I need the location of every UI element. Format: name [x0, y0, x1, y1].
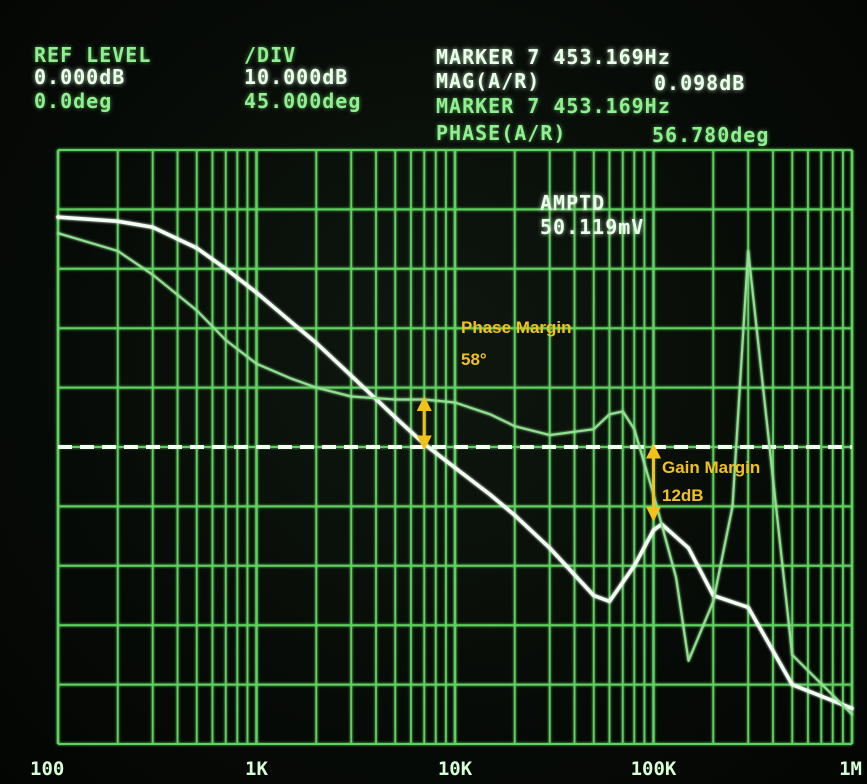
- marker-mag-line: MARKER 7 453.169Hz: [436, 45, 671, 69]
- margin-markers: [416, 395, 661, 522]
- amptd-value: 50.119mV: [540, 215, 645, 239]
- gain-margin-value: 12dB: [662, 486, 704, 505]
- x-tick-labels: 100 1K 10K 100K 1M: [30, 758, 862, 780]
- ref-level-phase: 0.0deg: [34, 89, 113, 113]
- traces: [56, 215, 854, 716]
- x-tick-label: 100: [30, 758, 64, 780]
- x-tick-label: 1K: [245, 758, 268, 780]
- phase-margin-label: Phase Margin: [461, 318, 572, 337]
- ref-level-mag: 0.000dB: [34, 65, 126, 89]
- phase-label: PHASE(A/R): [436, 121, 567, 145]
- div-mag: 10.000dB: [244, 65, 349, 89]
- marker-phase-line: MARKER 7 453.169Hz: [436, 94, 671, 118]
- magnitude-trace: [56, 215, 854, 711]
- x-tick-label: 100K: [631, 758, 677, 780]
- mag-label: MAG(A/R): [436, 69, 541, 93]
- phase-value: 56.780deg: [652, 123, 770, 147]
- x-tick-label: 1M: [839, 758, 862, 780]
- gain-margin-label: Gain Margin: [662, 458, 761, 477]
- x-tick-label: 10K: [438, 758, 473, 780]
- div-phase: 45.000deg: [244, 89, 362, 113]
- phase-trace: [56, 232, 854, 716]
- div-label: /DIV: [244, 43, 297, 67]
- mag-value: 0.098dB: [654, 71, 746, 95]
- phase-margin-value: 58°: [461, 350, 487, 369]
- ref-level-label: REF LEVEL: [34, 43, 152, 67]
- amptd-label: AMPTD: [540, 191, 606, 215]
